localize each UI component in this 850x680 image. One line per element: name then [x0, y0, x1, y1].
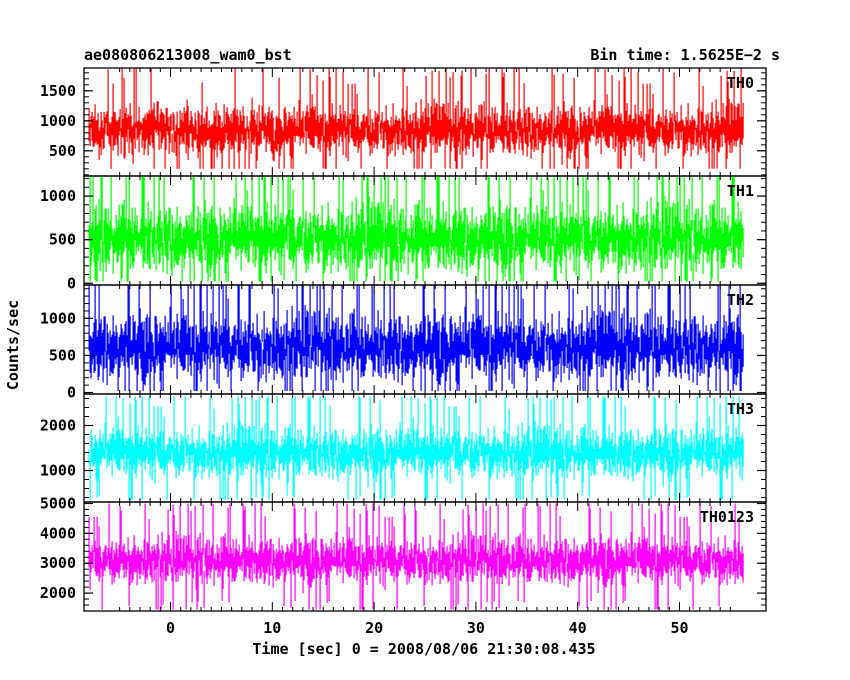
y-tick-label: 5000 [40, 494, 76, 512]
series-th1-trace [88, 176, 744, 282]
series-th3-trace [88, 396, 744, 500]
y-axis-title: Counts/sec [4, 300, 22, 390]
panel-th3: TH3 1000 2000 [40, 393, 767, 503]
y-tick-label: 0 [67, 274, 76, 292]
series-th0-trace [88, 68, 744, 169]
y-tick-label: 0 [67, 384, 76, 402]
y-tick-label: 500 [49, 142, 76, 160]
y-tick-label: 3000 [40, 554, 76, 572]
y-tick-label: 500 [49, 231, 76, 249]
y-tick-label: 2000 [40, 417, 76, 435]
y-tick-label: 1500 [40, 82, 76, 100]
panel-label-th1: TH1 [727, 182, 754, 200]
y-tick-label: 1000 [40, 462, 76, 480]
x-tick-label: 30 [467, 619, 485, 637]
chart-title: ae080806213008_wam0_bst [84, 46, 292, 64]
y-tick-label: 1000 [40, 112, 76, 130]
x-tick-label: 40 [569, 619, 587, 637]
panels-group: TH050010001500TH105001000TH205001000TH31… [40, 67, 767, 637]
panel-label-th0: TH0 [727, 74, 754, 92]
panel-th0: TH0 500 1000 1500 [40, 67, 767, 177]
y-tick-label: 1000 [40, 187, 76, 205]
panel-th2: TH2 0 500 1000 [40, 284, 767, 402]
chart-subtitle: Bin time: 1.5625E−2 s [590, 46, 780, 64]
series-th0123-trace [88, 503, 744, 610]
x-tick-label: 0 [166, 619, 175, 637]
series-th2-trace [88, 285, 744, 391]
y-tick-label: 4000 [40, 524, 76, 542]
panel-label-th0123: TH0123 [700, 508, 754, 526]
panel-th1: TH1 0 500 1000 [40, 175, 767, 292]
panel-label-th2: TH2 [727, 291, 754, 309]
y-tick-label: 500 [49, 346, 76, 364]
x-tick-label: 50 [670, 619, 688, 637]
y-tick-label: 2000 [40, 584, 76, 602]
panel-th0123: TH0123 2000 3000 4000 5000 [40, 494, 767, 612]
x-tick-label: 20 [365, 619, 383, 637]
panel-label-th3: TH3 [727, 400, 754, 418]
y-tick-label: 1000 [40, 309, 76, 327]
x-axis-title: Time [sec] 0 = 2008/08/06 21:30:08.435 [252, 640, 595, 658]
x-tick-label: 10 [263, 619, 281, 637]
